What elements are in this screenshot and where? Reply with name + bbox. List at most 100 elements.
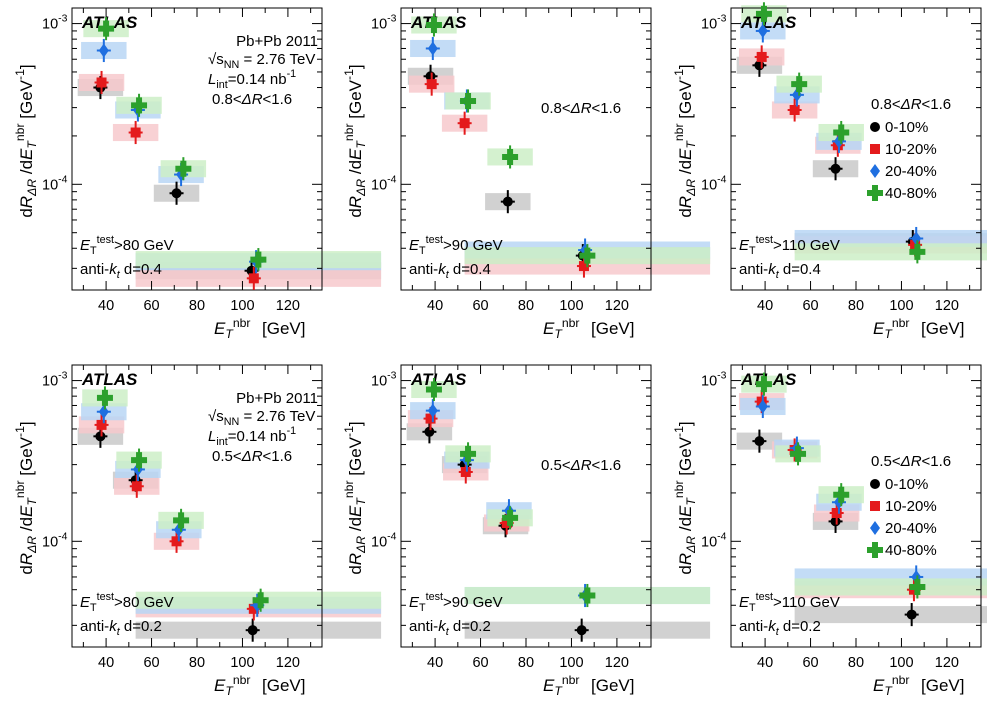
text-part: R bbox=[346, 196, 365, 208]
syst-band bbox=[794, 606, 987, 624]
text-part: <1.6 bbox=[922, 96, 952, 113]
text-part: d=0.2 bbox=[120, 618, 162, 635]
atlas-label: ATLAS bbox=[81, 13, 138, 32]
subscript: T bbox=[25, 497, 39, 506]
legend-label: 40-80% bbox=[885, 542, 937, 559]
text-part: L bbox=[208, 428, 216, 445]
tick-base: 10 bbox=[371, 177, 387, 193]
superscript: nbr bbox=[13, 123, 27, 141]
text-part: k bbox=[438, 261, 447, 278]
x-tick-label: 80 bbox=[848, 298, 864, 314]
y-tick-label: 10-3 bbox=[701, 371, 727, 390]
text-part: R bbox=[17, 553, 36, 565]
text-part: E bbox=[214, 319, 226, 338]
text-part: d=0.4 bbox=[120, 261, 162, 278]
x-tick-label: 40 bbox=[98, 298, 114, 314]
x-axis-label: ETnbr bbox=[543, 316, 580, 341]
tick-base: 10 bbox=[42, 177, 58, 193]
text-part: [GeV bbox=[346, 79, 365, 123]
superscript: test bbox=[97, 234, 114, 246]
x-axis-label: ETnbr bbox=[214, 316, 251, 341]
data-point bbox=[502, 148, 519, 165]
threshold-label: ETtest>90 GeV bbox=[409, 234, 503, 257]
data-point bbox=[833, 486, 850, 503]
text-part: [GeV bbox=[676, 436, 695, 480]
data-point bbox=[248, 273, 259, 284]
tick-base: 10 bbox=[42, 17, 58, 33]
atlas-label: ATLAS bbox=[81, 370, 138, 389]
data-point bbox=[248, 603, 259, 614]
text-part: d bbox=[676, 208, 695, 217]
x-axis-unit: [GeV] bbox=[262, 676, 305, 695]
text-part: E bbox=[17, 148, 36, 160]
subscript: t bbox=[117, 269, 121, 281]
y-axis-label: dRΔR /dETnbr [GeV-1] bbox=[342, 421, 368, 574]
subscript: T bbox=[684, 140, 698, 149]
data-point bbox=[911, 231, 922, 246]
x-tick-label: 40 bbox=[98, 655, 114, 671]
text-part: d bbox=[676, 565, 695, 574]
data-point bbox=[502, 196, 513, 207]
x-tick-label: 100 bbox=[559, 298, 583, 314]
legend-marker bbox=[870, 501, 880, 511]
delta-r-range-label: 0.5<ΔR<1.6 bbox=[871, 453, 951, 470]
x-tick-label: 100 bbox=[230, 655, 254, 671]
superscript: nbr bbox=[892, 673, 910, 687]
superscript: nbr bbox=[562, 316, 580, 330]
x-axis-unit: [GeV] bbox=[591, 676, 634, 695]
text-part: E bbox=[346, 505, 365, 517]
superscript: nbr bbox=[233, 673, 251, 687]
tick-exponent: -4 bbox=[387, 531, 396, 542]
tick-exponent: -3 bbox=[717, 14, 726, 25]
text-part: ] bbox=[346, 421, 365, 426]
text-part: /d bbox=[17, 517, 36, 536]
data-point bbox=[98, 43, 109, 58]
legend-label: 0-10% bbox=[885, 119, 928, 136]
text-part: L bbox=[208, 71, 216, 88]
threshold-label: ETtest>110 GeV bbox=[739, 591, 840, 614]
subscript: ΔR bbox=[25, 179, 39, 197]
x-tick-label: 40 bbox=[757, 298, 773, 314]
delta-r-range-label: 0.5<ΔR<1.6 bbox=[212, 448, 292, 465]
x-axis-unit: [GeV] bbox=[921, 319, 964, 338]
threshold-label: ETtest>80 GeV bbox=[80, 234, 174, 257]
data-point bbox=[252, 592, 269, 609]
superscript: -1 bbox=[13, 426, 27, 437]
subscript: ΔR bbox=[25, 536, 39, 554]
data-point bbox=[95, 431, 106, 442]
text-part: k bbox=[768, 261, 777, 278]
data-point bbox=[790, 445, 807, 462]
text-part: k bbox=[109, 618, 118, 635]
text-part: [GeV bbox=[346, 436, 365, 480]
text-part: = 2.76 TeV bbox=[239, 408, 315, 425]
y-tick-label: 10-3 bbox=[371, 14, 397, 33]
text-part: anti- bbox=[80, 261, 109, 278]
y-axis-label-text: dRΔR /dETnbr [GeV-1] bbox=[342, 421, 368, 574]
text-part: =0.14 nb bbox=[228, 71, 287, 88]
subscript: T bbox=[419, 245, 426, 257]
data-point bbox=[830, 163, 841, 174]
text-part: ΔR bbox=[570, 457, 592, 474]
x-tick-label: 80 bbox=[189, 655, 205, 671]
x-tick-label: 60 bbox=[143, 298, 159, 314]
x-tick-label: 100 bbox=[230, 298, 254, 314]
superscript: -1 bbox=[287, 425, 297, 437]
y-axis-label: dRΔR /dETnbr [GeV-1] bbox=[13, 64, 39, 217]
x-tick-label: 120 bbox=[276, 298, 300, 314]
subscript: t bbox=[117, 626, 121, 638]
algorithm-label: anti-kt d=0.2 bbox=[409, 618, 491, 638]
y-tick-label: 10-3 bbox=[42, 14, 68, 33]
data-point bbox=[501, 517, 512, 528]
y-axis-label-text: dRΔR /dETnbr [GeV-1] bbox=[13, 64, 39, 217]
subscript: int bbox=[216, 79, 227, 91]
x-tick-label: 120 bbox=[935, 655, 959, 671]
text-part: ΔR bbox=[900, 96, 922, 113]
text-part: >90 GeV bbox=[443, 594, 503, 611]
y-axis-label: dRΔR /dETnbr [GeV-1] bbox=[342, 64, 368, 217]
y-axis-label: dRΔR /dETnbr [GeV-1] bbox=[672, 64, 698, 217]
text-part: 0.5< bbox=[212, 448, 242, 465]
data-point bbox=[460, 445, 477, 462]
subscript: ΔR bbox=[354, 536, 368, 554]
